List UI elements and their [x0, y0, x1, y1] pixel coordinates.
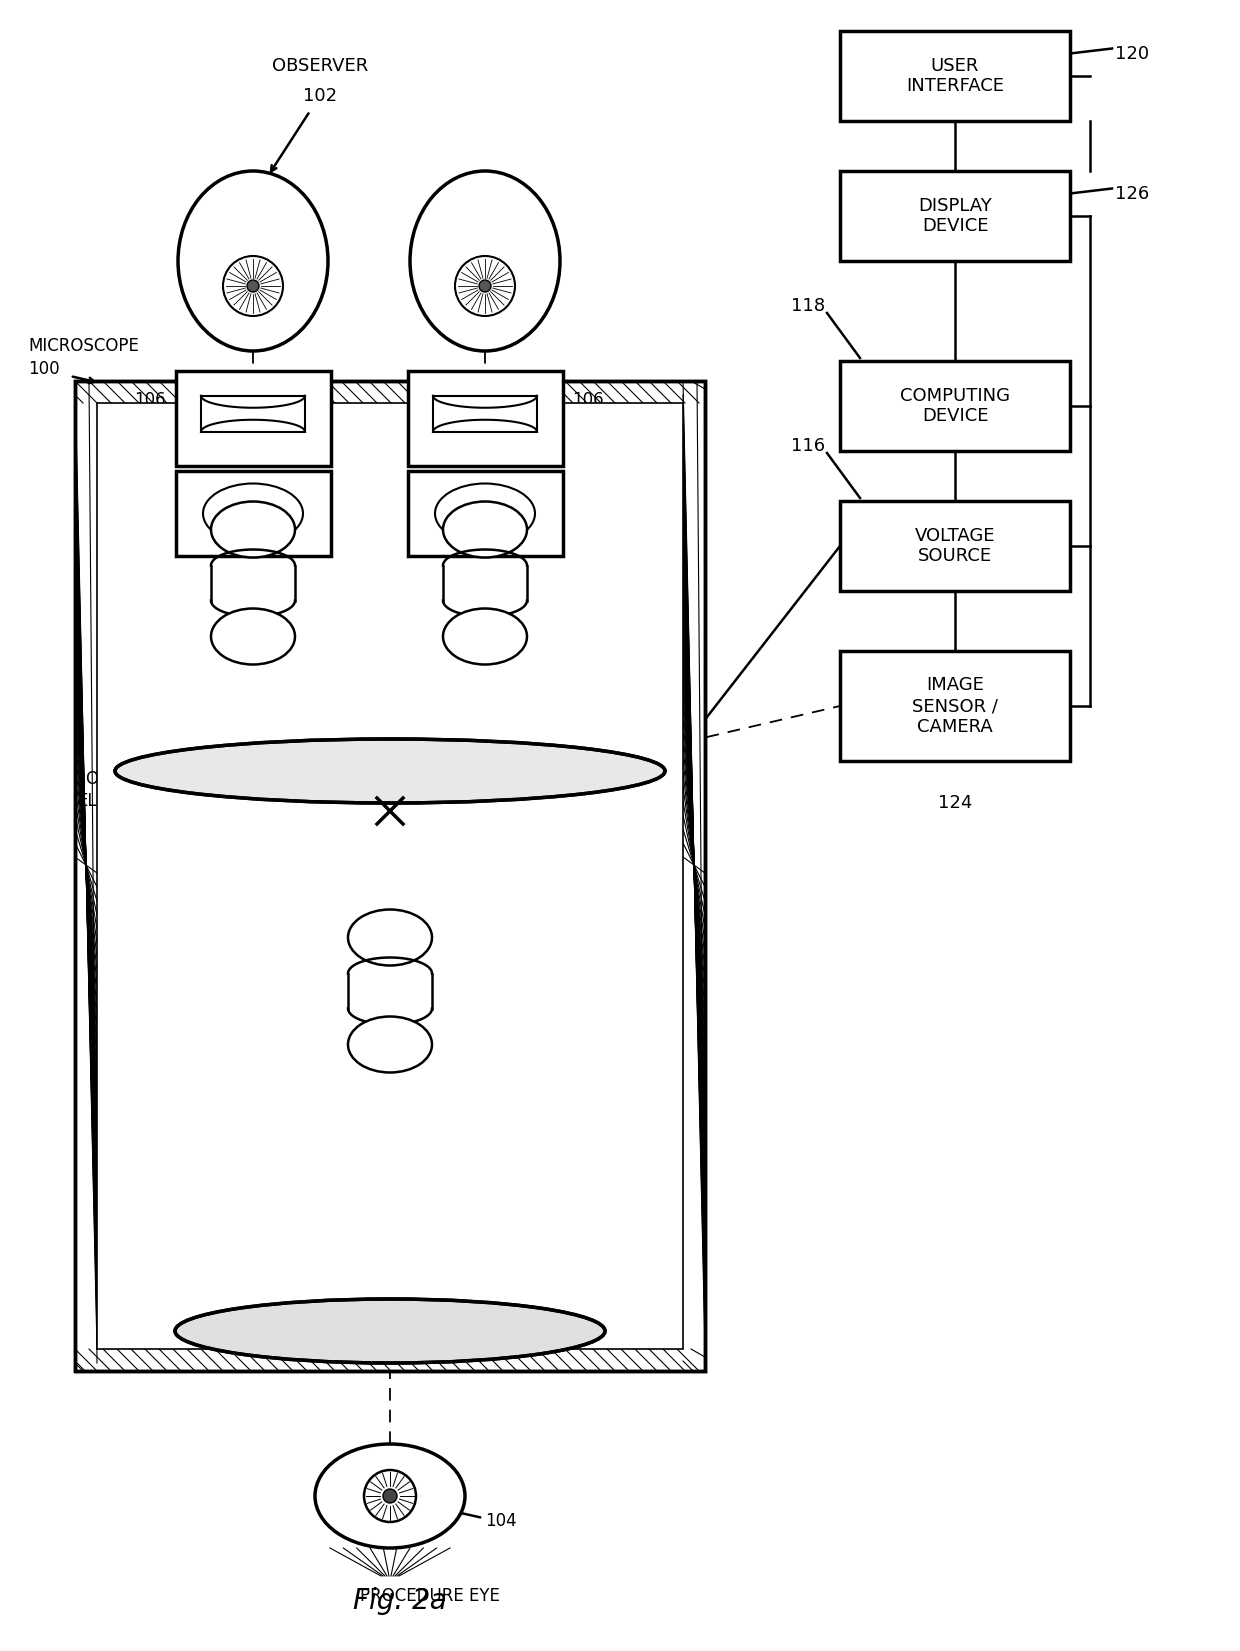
Ellipse shape [348, 910, 432, 966]
Ellipse shape [175, 1299, 605, 1364]
Ellipse shape [365, 1469, 415, 1522]
Text: DISPLAY
DEVICE: DISPLAY DEVICE [918, 196, 992, 236]
Ellipse shape [115, 740, 665, 802]
Text: 100: 100 [29, 360, 60, 378]
Text: 110: 110 [465, 1067, 497, 1085]
Ellipse shape [203, 484, 303, 543]
Text: MICROSCOPE: MICROSCOPE [29, 337, 139, 355]
Text: 110: 110 [565, 464, 596, 482]
Text: 114: 114 [144, 745, 175, 763]
Ellipse shape [315, 1445, 465, 1549]
Text: COMPUTING
DEVICE: COMPUTING DEVICE [900, 386, 1011, 426]
Bar [74, 381, 706, 1370]
Text: 128: 128 [415, 763, 446, 779]
Text: VOLTAGE
SOURCE: VOLTAGE SOURCE [915, 527, 996, 565]
Bar [839, 31, 1070, 121]
Text: 120: 120 [1115, 45, 1149, 63]
Text: ELEMENT: ELEMENT [77, 792, 155, 811]
Text: 112: 112 [133, 1308, 165, 1326]
Text: OPTICAL: OPTICAL [84, 769, 155, 788]
Bar [839, 650, 1070, 761]
Text: IMAGE
SENSOR /
CAMERA: IMAGE SENSOR / CAMERA [911, 677, 998, 736]
Ellipse shape [455, 256, 515, 315]
Bar [201, 396, 305, 433]
Text: 126: 126 [1115, 185, 1149, 203]
Text: OBSERVER: OBSERVER [272, 58, 368, 74]
Text: 106: 106 [572, 391, 604, 408]
Text: 104: 104 [485, 1512, 517, 1530]
Bar [839, 362, 1070, 451]
Ellipse shape [383, 1489, 397, 1502]
Ellipse shape [179, 172, 329, 352]
Ellipse shape [247, 281, 259, 292]
Text: 116: 116 [791, 438, 825, 456]
Text: 124: 124 [937, 794, 972, 812]
Text: 118: 118 [791, 297, 825, 315]
Ellipse shape [479, 281, 491, 292]
Text: PROCEDURE EYE: PROCEDURE EYE [360, 1587, 500, 1605]
Ellipse shape [410, 172, 560, 352]
Ellipse shape [443, 609, 527, 664]
Bar [433, 396, 537, 433]
Text: 106: 106 [134, 391, 166, 408]
Text: 108: 108 [134, 505, 166, 522]
Text: USER
INTERFACE: USER INTERFACE [906, 56, 1004, 96]
Text: 102: 102 [303, 88, 337, 106]
Ellipse shape [443, 502, 527, 558]
Ellipse shape [435, 484, 534, 543]
Ellipse shape [223, 256, 283, 315]
Bar [176, 471, 331, 556]
Bar [839, 172, 1070, 261]
Ellipse shape [211, 502, 295, 558]
Bar [97, 403, 683, 1349]
Bar [176, 371, 331, 466]
Text: Fig. 2a: Fig. 2a [353, 1587, 446, 1615]
Text: 110: 110 [141, 464, 174, 482]
Bar [839, 500, 1070, 591]
Bar [74, 381, 706, 1370]
Bar [408, 371, 563, 466]
Text: 108: 108 [572, 505, 604, 522]
Bar [408, 471, 563, 556]
Ellipse shape [211, 609, 295, 664]
Ellipse shape [348, 1017, 432, 1073]
